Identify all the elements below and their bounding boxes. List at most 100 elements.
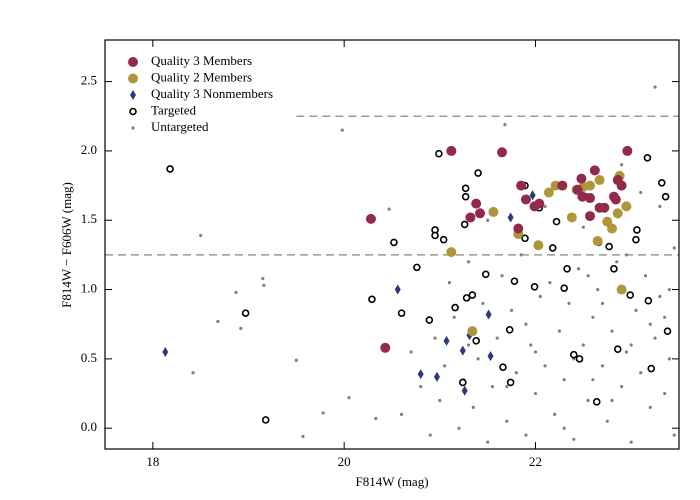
point	[516, 180, 527, 191]
point	[500, 274, 504, 278]
point	[543, 204, 547, 208]
point	[409, 350, 413, 354]
point	[566, 212, 577, 223]
point	[653, 336, 657, 340]
point	[162, 346, 169, 357]
x-tick-label: 22	[529, 454, 542, 469]
legend-label: Targeted	[151, 102, 197, 117]
point	[507, 212, 514, 223]
point	[399, 412, 404, 416]
point	[534, 198, 545, 209]
point	[653, 85, 657, 89]
legend-label: Quality 3 Nonmembers	[151, 86, 273, 101]
y-tick-label: 1.0	[81, 281, 97, 296]
point	[199, 233, 203, 238]
point	[612, 208, 623, 219]
legend-marker	[129, 107, 137, 116]
point	[661, 192, 670, 201]
point	[394, 284, 401, 295]
point	[634, 308, 638, 312]
point	[605, 419, 609, 423]
point	[599, 202, 610, 213]
point	[431, 231, 439, 240]
point	[621, 201, 632, 212]
point	[452, 315, 456, 319]
point	[301, 434, 305, 439]
point	[657, 179, 666, 187]
point	[567, 301, 571, 306]
point	[443, 335, 450, 346]
point	[294, 358, 298, 362]
point	[460, 220, 469, 229]
point	[530, 282, 539, 291]
point	[510, 277, 519, 286]
point	[490, 385, 495, 389]
point	[513, 223, 524, 234]
point	[562, 378, 566, 382]
legend-marker	[131, 126, 135, 130]
point	[548, 281, 552, 285]
point	[585, 211, 596, 222]
point	[505, 419, 509, 423]
point	[624, 350, 628, 354]
point	[586, 274, 590, 278]
point	[591, 315, 595, 319]
point	[495, 336, 499, 340]
point	[592, 236, 603, 247]
point	[505, 325, 514, 334]
point	[466, 260, 471, 264]
point	[600, 364, 605, 368]
point	[543, 364, 547, 368]
point	[533, 240, 544, 251]
point	[610, 329, 614, 333]
point	[615, 260, 619, 264]
point	[562, 426, 566, 430]
point	[524, 322, 528, 326]
point	[458, 378, 467, 387]
point	[468, 291, 477, 299]
point	[387, 207, 391, 211]
point	[610, 264, 618, 273]
point	[577, 191, 588, 202]
point	[543, 187, 554, 198]
point	[514, 371, 518, 375]
point	[446, 145, 457, 156]
point	[438, 398, 442, 403]
point	[644, 296, 653, 305]
point	[439, 235, 448, 244]
point	[585, 180, 596, 191]
point	[521, 234, 529, 243]
point	[475, 208, 486, 219]
point	[648, 322, 652, 326]
point	[461, 184, 470, 193]
point	[629, 440, 633, 444]
point	[261, 416, 270, 424]
point	[589, 165, 600, 176]
point	[519, 253, 523, 257]
point	[667, 287, 672, 292]
point	[672, 246, 676, 250]
point	[471, 405, 475, 410]
point	[576, 173, 587, 184]
point	[591, 378, 595, 382]
point	[451, 303, 459, 312]
point	[486, 218, 490, 222]
point	[380, 342, 391, 353]
point	[529, 190, 536, 201]
point	[488, 206, 499, 217]
point	[643, 274, 648, 278]
point	[347, 396, 351, 400]
point	[658, 204, 662, 208]
point	[560, 284, 569, 292]
point	[632, 235, 640, 244]
point	[548, 244, 557, 252]
point	[487, 351, 494, 362]
point	[476, 357, 480, 361]
point	[552, 217, 561, 226]
point	[474, 169, 482, 177]
point	[663, 327, 672, 335]
point	[533, 350, 538, 354]
point	[529, 343, 533, 347]
point	[471, 198, 482, 209]
point	[425, 316, 434, 324]
